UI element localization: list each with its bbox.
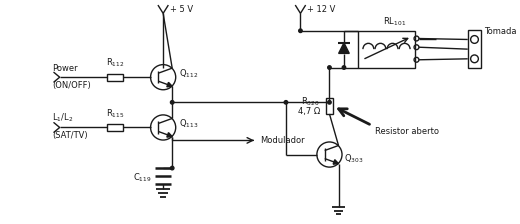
Bar [107,124,123,131]
Bar [107,74,123,81]
Text: C$_{119}$: C$_{119}$ [133,172,151,184]
Text: + 12 V: + 12 V [307,5,335,14]
Circle shape [328,66,331,69]
Text: Q$_{303}$: Q$_{303}$ [344,152,363,165]
Text: Modulador: Modulador [260,136,305,145]
Text: (SAT/TV): (SAT/TV) [52,131,87,140]
Bar [467,30,482,69]
Text: R$_{112}$: R$_{112}$ [106,57,124,69]
Circle shape [328,101,331,104]
Polygon shape [167,133,172,137]
Polygon shape [167,82,172,87]
Text: + 5 V: + 5 V [170,5,193,14]
Text: 4,7 Ω: 4,7 Ω [297,107,320,116]
Circle shape [298,29,302,32]
Polygon shape [339,43,349,53]
Text: Resistor aberto: Resistor aberto [375,127,439,136]
Text: Q$_{113}$: Q$_{113}$ [178,117,198,130]
Text: Tomada: Tomada [484,27,517,36]
Circle shape [171,166,174,170]
Text: R$_{115}$: R$_{115}$ [106,107,124,120]
Text: (ON/OFF): (ON/OFF) [52,81,90,90]
Text: L$_1$/L$_2$: L$_1$/L$_2$ [52,111,73,124]
Text: R$_{320}$: R$_{320}$ [301,95,320,108]
Circle shape [284,101,288,104]
Circle shape [342,66,346,69]
Polygon shape [333,160,339,164]
Bar [326,99,333,114]
Text: Q$_{112}$: Q$_{112}$ [178,67,198,80]
Bar [358,31,414,67]
Circle shape [171,101,174,104]
Text: RL$_{101}$: RL$_{101}$ [383,15,406,28]
Text: Power: Power [52,64,77,73]
